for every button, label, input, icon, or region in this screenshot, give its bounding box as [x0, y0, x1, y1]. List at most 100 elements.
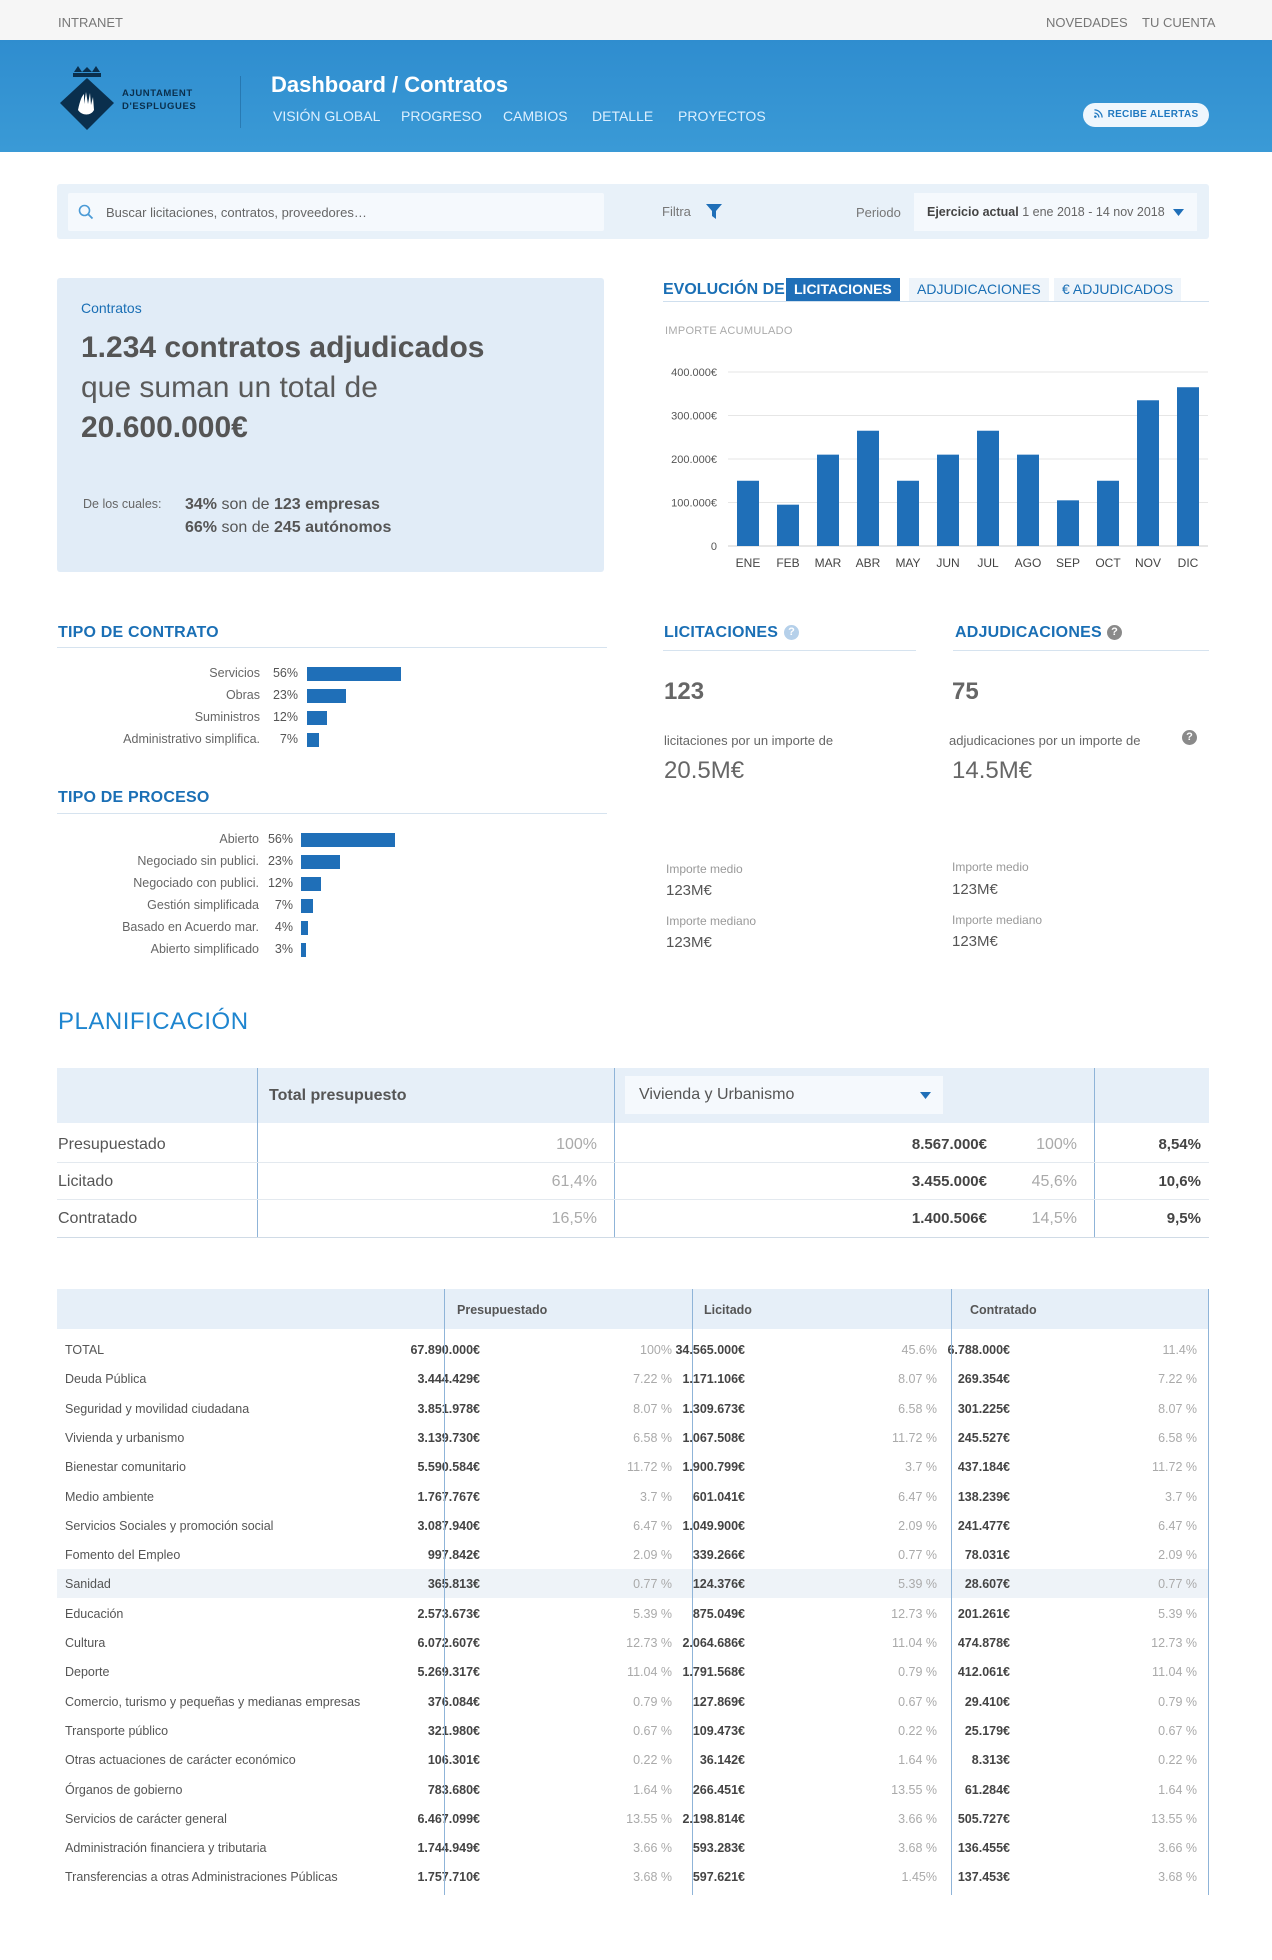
nav-detalle[interactable]: DETALLE [592, 108, 654, 124]
planificacion-amount: 8.567.000€ [911, 1136, 987, 1153]
area-select[interactable]: Vivienda y Urbanismo [625, 1076, 943, 1114]
table-row[interactable]: Servicios de carácter general 6.467.099€ 1… [57, 1804, 1209, 1833]
table-row[interactable]: Servicios Sociales y promoción social 3.0… [57, 1511, 1209, 1540]
tipo-proceso-divider [57, 813, 607, 814]
presupuestado-pct: 11.04 % [627, 1665, 672, 1680]
bar-row-label: Abierto simplificado [150, 942, 259, 956]
presupuestado-value: 321.980€ [427, 1723, 480, 1738]
nav-progreso[interactable]: PROGRESO [401, 108, 482, 124]
adjudicaciones-amount-help-icon[interactable]: ? [1182, 730, 1197, 745]
table-row[interactable]: Educación 2.573.673€ 5.39 % 875.049€ 12.73 %… [57, 1599, 1209, 1628]
municipal-shield-logo[interactable] [58, 66, 116, 132]
bar-row: Servicios [60, 666, 260, 684]
chart-xtick-label: FEB [776, 556, 799, 570]
table-row[interactable]: Comercio, turismo y pequeñas y medianas … [57, 1687, 1209, 1716]
chart-bar-feb[interactable] [777, 504, 799, 546]
bar-row-label: Abierto [219, 832, 259, 846]
presupuestado-value: 997.842€ [427, 1548, 480, 1563]
chart-bar-oct[interactable] [1097, 480, 1119, 546]
presupuestado-pct: 3.68 % [633, 1870, 672, 1885]
licitaciones-amount: 20.5M€ [664, 757, 745, 784]
recibe-alertas-button[interactable]: RECIBE ALERTAS [1083, 103, 1209, 127]
nav-vision-global[interactable]: VISIÓN GLOBAL [273, 108, 381, 124]
presupuestado-pct: 3.7 % [640, 1489, 672, 1504]
table-row[interactable]: Deuda Pública 3.444.429€ 7.22 % 1.171.106€ 8… [57, 1364, 1209, 1393]
presupuestado-value: 5.269.317€ [417, 1665, 480, 1680]
table-row[interactable]: Fomento del Empleo 997.842€ 2.09 % 339.266€… [57, 1540, 1209, 1569]
search-input[interactable] [106, 193, 586, 231]
presupuestado-pct: 3.66 % [633, 1841, 672, 1856]
table-row[interactable]: Otras actuaciones de carácter económico 1… [57, 1745, 1209, 1774]
presupuestado-pct: 0.22 % [633, 1753, 672, 1768]
chart-bar-abr[interactable] [857, 430, 879, 546]
table-row[interactable]: Administración financiera y tributaria 1.… [57, 1833, 1209, 1862]
nav-cambios[interactable]: CAMBIOS [503, 108, 568, 124]
licitado-value: 593.283€ [692, 1841, 745, 1856]
planificacion-table: Total presupuesto Vivienda y Urbanismo P… [57, 1068, 1209, 1238]
table-row[interactable]: Transferencias a otras Administraciones … [57, 1862, 1209, 1891]
row-label: TOTAL [65, 1343, 105, 1357]
tab-licitaciones[interactable]: LICITACIONES [786, 278, 900, 301]
licitaciones-help-icon[interactable]: ? [784, 625, 799, 640]
licitado-value: 127.869€ [692, 1694, 745, 1709]
row-label: Deporte [65, 1665, 110, 1680]
table-row[interactable]: Bienestar comunitario 5.590.584€ 11.72 % 1.… [57, 1452, 1209, 1481]
bar-row: Gestión simplificada [60, 898, 259, 916]
bar-row: Suministros [60, 710, 260, 728]
licitado-value: 266.451€ [692, 1782, 745, 1797]
contratado-value: 474.878€ [957, 1636, 1010, 1650]
period-select[interactable]: Ejercicio actual 1 ene 2018 - 14 nov 201… [914, 193, 1197, 231]
chart-bar-jun[interactable] [937, 454, 959, 546]
account-link[interactable]: TU CUENTA [1142, 15, 1216, 30]
table-row[interactable]: Sanidad 365.813€ 0.77 % 124.376€ 5.39 % 28.60… [57, 1569, 1209, 1599]
contratado-pct: 6.58 % [1158, 1430, 1197, 1445]
chart-bar-jul[interactable] [977, 430, 999, 546]
presupuestado-pct: 2.09 % [633, 1548, 672, 1563]
presupuestado-value: 2.573.673€ [417, 1606, 480, 1621]
contratado-pct: 3.68 % [1158, 1870, 1197, 1885]
table-row[interactable]: Órganos de gobierno 783.680€ 1.64 % 266.451… [57, 1775, 1209, 1804]
chart-bar-mar[interactable] [817, 454, 839, 546]
header-divider [240, 76, 241, 128]
bar-row-pct: 56% [267, 832, 293, 846]
table-row[interactable]: Cultura 6.072.607€ 12.73 % 2.064.686€ 11.04 … [57, 1628, 1209, 1657]
licitaciones-divider [663, 650, 916, 651]
contratado-pct: 0.22 % [1158, 1753, 1197, 1768]
planificacion-row-label: Licitado [58, 1173, 114, 1190]
contratado-value: 29.410€ [964, 1694, 1010, 1709]
novedades-link[interactable]: NOVEDADES [1046, 15, 1128, 30]
presupuestado-value: 1.767.767€ [417, 1489, 480, 1504]
chart-bar-ene[interactable] [737, 480, 759, 546]
row-label: Órganos de gobierno [65, 1782, 183, 1797]
tab-adjudicaciones[interactable]: ADJUDICACIONES [909, 278, 1049, 301]
period-select-range: 1 ene 2018 - 14 nov 2018 [1022, 205, 1165, 219]
chart-bar-may[interactable] [897, 480, 919, 546]
intranet-link[interactable]: INTRANET [58, 15, 123, 30]
bar-row-bar [307, 667, 402, 681]
contratado-value: 269.354€ [957, 1372, 1010, 1387]
presupuestado-value: 3.139.730€ [417, 1430, 480, 1445]
table-row[interactable]: Deporte 5.269.317€ 11.04 % 1.791.568€ 0.79 %… [57, 1657, 1209, 1686]
planificacion-sel-pct: 14,5% [1031, 1210, 1077, 1227]
tab-euros-adjudicados[interactable]: € ADJUDICADOS [1054, 278, 1182, 301]
chart-bar-ago[interactable] [1017, 454, 1039, 546]
licitado-value: 34.565.000€ [675, 1343, 745, 1357]
adjudicaciones-help-icon[interactable]: ? [1107, 625, 1122, 640]
chart-bar-sep[interactable] [1057, 500, 1079, 546]
table-row[interactable]: Vivienda y urbanismo 3.139.730€ 6.58 % 1.06… [57, 1423, 1209, 1452]
table-row[interactable]: Transporte público 321.980€ 0.67 % 109.473€… [57, 1716, 1209, 1745]
table-row[interactable]: Seguridad y movilidad ciudadana 3.851.978… [57, 1394, 1209, 1423]
filter-label[interactable]: Filtra [662, 204, 691, 219]
nav-proyectos[interactable]: PROYECTOS [678, 108, 766, 124]
table-row[interactable]: TOTAL 67.890.000€ 100% 34.565.000€ 45.6% 6.78… [57, 1335, 1209, 1364]
row-label: Transferencias a otras Administraciones … [65, 1870, 338, 1885]
bar-row-label: Gestión simplificada [147, 898, 259, 912]
evolution-title: EVOLUCIÓN DE [663, 281, 785, 298]
contratado-value: 245.527€ [957, 1430, 1010, 1445]
chart-bar-nov[interactable] [1137, 400, 1159, 546]
filter-funnel-icon[interactable] [706, 204, 722, 220]
planificacion-title: PLANIFICACIÓN [58, 1008, 249, 1035]
search-box[interactable] [68, 193, 604, 231]
table-row[interactable]: Medio ambiente 1.767.767€ 3.7 % 601.041€ 6.4… [57, 1482, 1209, 1511]
chart-bar-dic[interactable] [1177, 387, 1199, 546]
